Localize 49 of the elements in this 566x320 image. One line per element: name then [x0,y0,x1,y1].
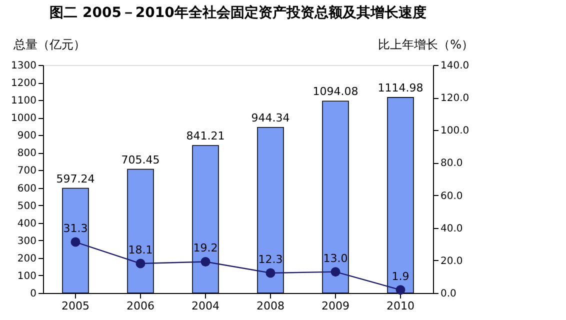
x-tick-label: 2005 [62,300,90,312]
x-tick-label: 2010 [386,300,414,312]
y-tick-label: 700 [17,166,36,177]
data-label: 1114.98 [378,81,424,94]
y-tick-label: 1100 [11,96,36,107]
y2-tick-label: 120.0 [440,93,470,104]
data-label: 705.45 [121,153,160,166]
y2-tick-label: 40.0 [440,223,463,234]
y2-tick-label: 100.0 [440,126,470,137]
x-tick-label: 2004 [192,300,220,312]
data-label: 944.34 [251,111,290,124]
point [200,257,210,266]
y-tick-label: 900 [17,130,36,142]
y-tick-label: 300 [17,236,36,247]
y-tick-label: 800 [17,148,36,160]
y-tick-label: 500 [17,200,36,212]
y-tick-label: 1000 [11,113,36,124]
y-axis-title: 总量（亿元） [12,38,86,52]
y2-tick-label: 20.0 [440,256,463,267]
chart-title: 图二 2005－2010年全社会固定资产投资总额及其增长速度 [50,4,426,21]
x-tick-label: 2006 [126,300,154,312]
data-label: 19.2 [193,242,218,255]
point [70,237,80,247]
x-tick-label: 2008 [256,300,284,312]
y-tick-label: 600 [17,183,36,194]
data-label: 31.3 [63,222,88,236]
data-label: 18.1 [128,244,153,257]
data-label: 841.21 [186,129,225,142]
data-label: 597.24 [56,172,95,186]
y-tick-label: 200 [17,253,36,264]
point [136,258,146,268]
y2-tick-label: 0.0 [440,288,456,300]
y-tick-label: 1300 [11,60,36,72]
y2-axis-title: 比上年增长（%） [378,38,474,52]
data-label: 12.3 [258,252,283,266]
data-label: 1094.08 [312,85,358,98]
point [266,268,276,278]
y-tick-label: 1200 [11,78,36,90]
data-label: 1.9 [392,270,410,283]
y-tick-label: 100 [17,270,36,282]
y2-tick-label: 140.0 [440,60,470,72]
y-tick-label: 0 [30,288,36,300]
data-label: 13.0 [323,252,348,265]
y2-tick-label: 60.0 [440,190,463,202]
x-tick-label: 2009 [322,300,350,312]
y-tick-label: 400 [17,218,36,230]
point [330,267,340,277]
y2-tick-label: 80.0 [440,158,463,170]
point [396,285,406,295]
